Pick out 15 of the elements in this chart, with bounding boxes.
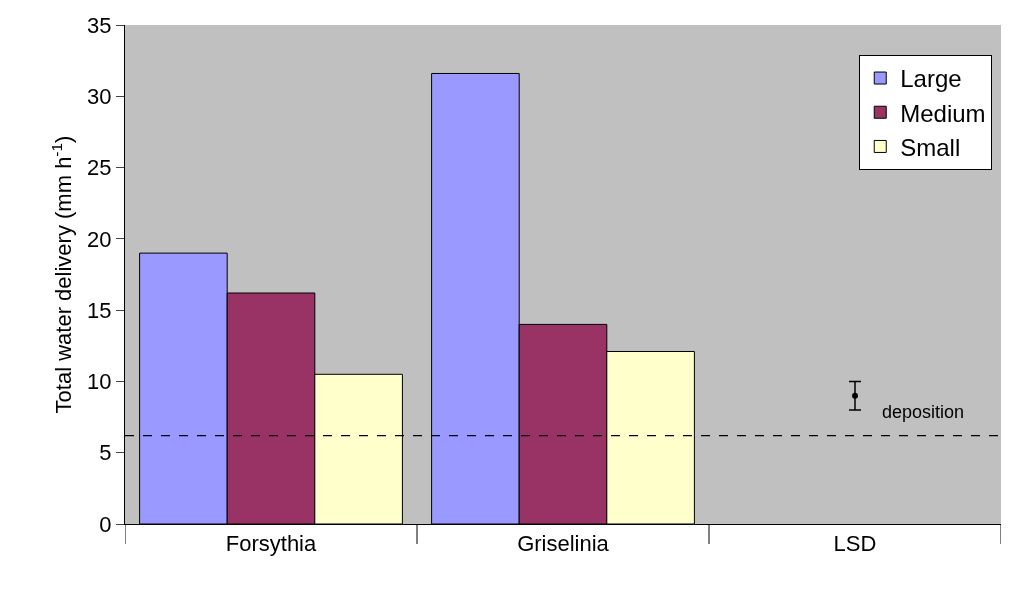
x-tick-label: Griselinia (517, 531, 610, 557)
ref-line-label: deposition (882, 402, 965, 422)
y-tick-label: 20 (87, 226, 112, 252)
y-tick-label: 15 (87, 297, 112, 323)
x-tick-label: Forsythia (225, 531, 317, 557)
y-tick-label: 0 (99, 511, 112, 537)
y-tick-label: 35 (87, 12, 112, 38)
legend-label: Medium (900, 99, 986, 127)
y-tick-label: 25 (87, 155, 112, 181)
legend-label: Large (900, 65, 962, 93)
x-tick-label: LSD (833, 531, 877, 557)
y-tick-label: 30 (87, 83, 112, 109)
y-tick-label: 5 (99, 440, 112, 466)
y-tick-label: 10 (87, 369, 112, 395)
legend-label: Small (900, 133, 961, 161)
